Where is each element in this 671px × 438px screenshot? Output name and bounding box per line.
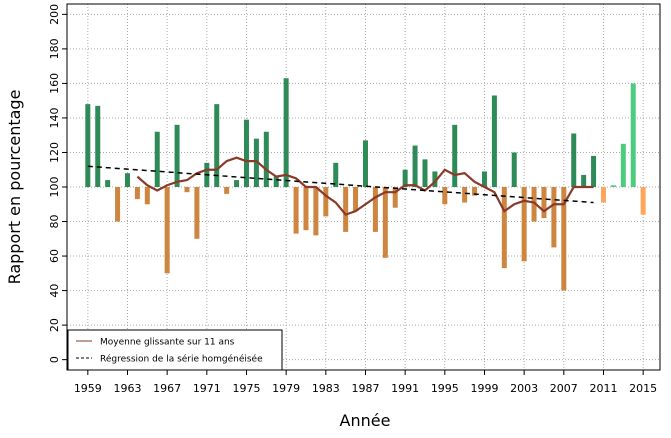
- y-tick-label: 140: [48, 107, 61, 128]
- x-tick-label: 1975: [232, 382, 260, 395]
- x-tick-label: 1999: [470, 382, 498, 395]
- x-tick-label: 1987: [351, 382, 379, 395]
- bar: [184, 187, 190, 193]
- bar: [283, 78, 289, 187]
- x-tick-label: 1971: [193, 382, 221, 395]
- bar: [263, 131, 269, 187]
- bar: [124, 173, 130, 187]
- bar: [303, 187, 309, 231]
- line: [136, 156, 594, 216]
- bar: [511, 152, 517, 187]
- bar: [452, 124, 458, 187]
- bar: [412, 145, 418, 187]
- bar: [243, 119, 249, 187]
- bar: [154, 131, 160, 187]
- bar: [234, 180, 240, 187]
- line: [87, 165, 594, 204]
- bar: [591, 155, 597, 187]
- bar: [581, 174, 587, 187]
- bar: [224, 187, 230, 194]
- bar: [610, 185, 616, 187]
- legend-label: Moyenne glissante sur 11 ans: [100, 338, 235, 348]
- x-tick-label: 1967: [153, 382, 181, 395]
- bar: [491, 95, 497, 187]
- plot-frame: [66, 3, 661, 371]
- bar: [630, 83, 636, 187]
- bar: [561, 187, 567, 291]
- y-tick-label: 0: [48, 356, 61, 363]
- x-tick-label: 1979: [272, 382, 300, 395]
- y-tick-label: 100: [48, 177, 61, 198]
- legend-label: Régression de la série homgénéisée: [100, 354, 263, 365]
- bar: [353, 187, 359, 212]
- bar: [571, 133, 577, 187]
- x-axis-label: Année: [340, 411, 391, 430]
- x-tick-label: 2015: [629, 382, 657, 395]
- x-tick-label: 1995: [431, 382, 459, 395]
- bar: [422, 159, 428, 187]
- bar: [442, 187, 448, 205]
- x-tick-label: 1959: [74, 382, 102, 395]
- bar: [174, 124, 180, 187]
- y-tick-label: 60: [48, 249, 61, 263]
- bar: [551, 187, 557, 248]
- bar: [432, 171, 438, 187]
- bar: [323, 187, 329, 217]
- y-tick-label: 20: [48, 318, 61, 332]
- y-tick-label: 200: [48, 4, 61, 25]
- y-tick-label: 120: [48, 142, 61, 163]
- y-tick-label: 180: [48, 38, 61, 59]
- x-tick-label: 2003: [510, 382, 538, 395]
- y-tick-label: 160: [48, 73, 61, 94]
- bar: [253, 138, 259, 187]
- bar: [105, 180, 111, 187]
- y-tick-label: 40: [48, 284, 61, 298]
- bar: [95, 105, 101, 187]
- bar: [214, 104, 220, 187]
- bar: [521, 187, 527, 262]
- x-tick-label: 2007: [550, 382, 578, 395]
- x-tick-label: 1991: [391, 382, 419, 395]
- bar: [194, 187, 200, 239]
- bar: [531, 187, 537, 222]
- bar: [402, 169, 408, 187]
- x-tick-label: 1983: [312, 382, 340, 395]
- bar: [362, 140, 368, 187]
- bar: [501, 187, 507, 269]
- bar: [462, 187, 468, 203]
- bar: [472, 187, 478, 196]
- bar: [481, 171, 487, 187]
- bar: [392, 187, 398, 208]
- bar: [273, 176, 279, 187]
- bar: [333, 162, 339, 187]
- bar: [144, 187, 150, 205]
- x-tick-label: 2011: [589, 382, 617, 395]
- bar: [293, 187, 299, 234]
- bar: [541, 187, 547, 219]
- bar: [164, 187, 170, 274]
- bar: [313, 187, 319, 236]
- bar: [640, 187, 646, 215]
- bar: [134, 187, 140, 200]
- bar: [85, 104, 91, 187]
- bar: [115, 187, 121, 222]
- legend-box: [67, 329, 283, 371]
- bar: [620, 143, 626, 187]
- y-tick-label: 80: [48, 215, 61, 229]
- bar: [372, 187, 378, 232]
- bar: [382, 187, 388, 258]
- bar: [343, 187, 349, 232]
- y-axis-label: Rapport en pourcentage: [5, 90, 24, 285]
- bar: [600, 187, 606, 203]
- x-tick-label: 1963: [113, 382, 141, 395]
